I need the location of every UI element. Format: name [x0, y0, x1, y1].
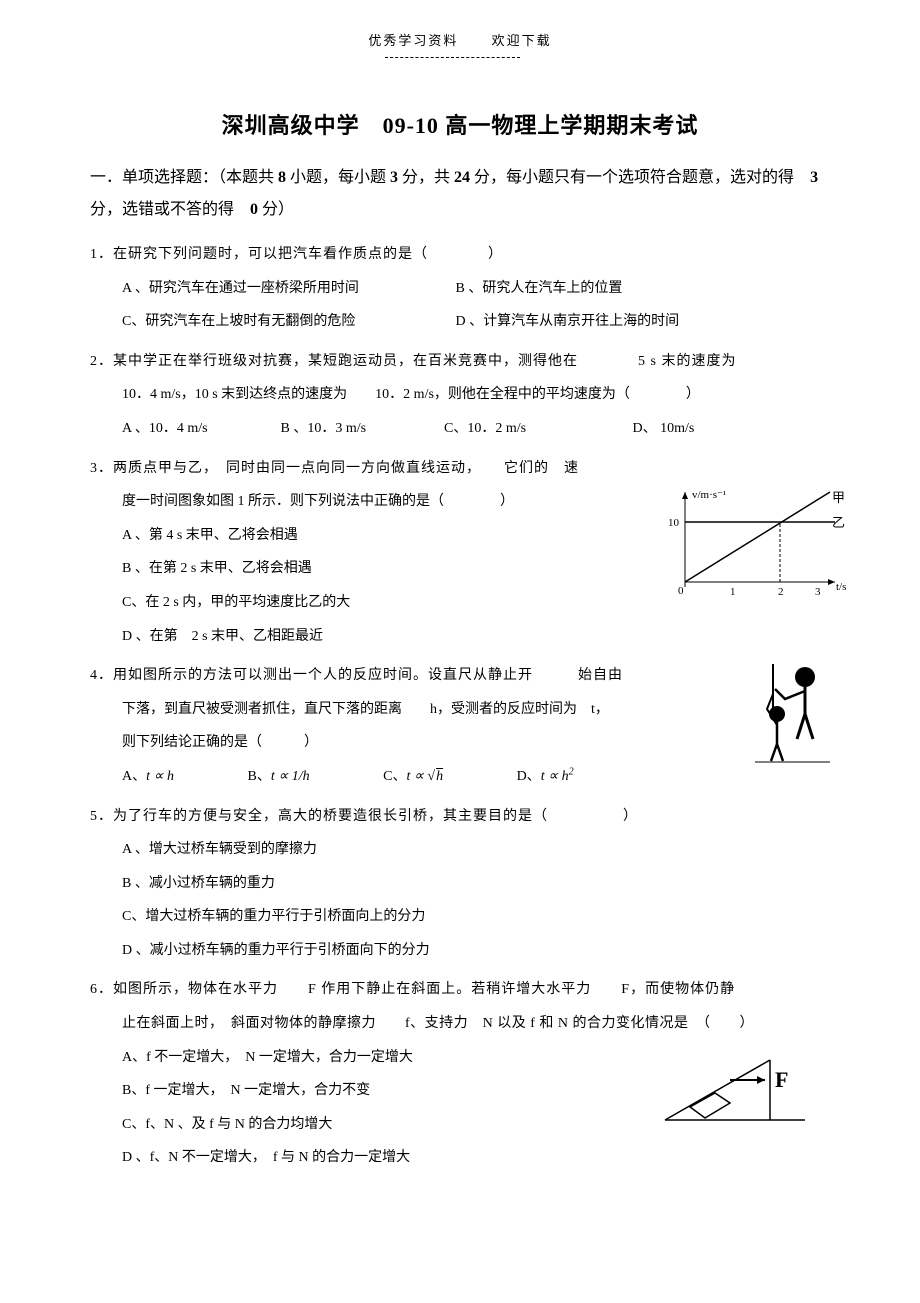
q2-opt-a: A 、10．4 m/s: [122, 412, 277, 446]
q2-opt-d: D、 10m/s: [633, 421, 695, 436]
q2-opt-b: B 、10．3 m/s: [281, 412, 441, 446]
q2-opt-c: C、10．2 m/s: [444, 412, 629, 446]
svg-text:0: 0: [678, 585, 684, 597]
page-header: 优秀学习资料 欢迎下载: [90, 30, 830, 49]
q1-opt-b: B 、研究人在汽车上的位置: [456, 272, 623, 306]
q5-opt-a: A 、增大过桥车辆受到的摩擦力: [90, 833, 830, 867]
q1-opt-c: C、研究汽车在上坡时有无翻倒的危险: [122, 305, 452, 339]
q4-opt-d: D、t ∝ h2: [517, 760, 574, 794]
question-2: 2．某中学正在举行班级对抗赛，某短跑运动员，在百米竞赛中，测得他在 5 s 末的…: [90, 345, 830, 446]
q2-stem1: 2．某中学正在举行班级对抗赛，某短跑运动员，在百米竞赛中，测得他在 5 s 末的…: [90, 345, 830, 379]
q4-opt-c: C、t ∝ √h: [383, 760, 443, 794]
q2-stem2: 10．4 m/s，10 s 末到达终点的速度为 10．2 m/s，则他在全程中的…: [90, 378, 830, 412]
svg-text:10: 10: [668, 517, 680, 529]
svg-text:v/m·s⁻¹: v/m·s⁻¹: [692, 489, 726, 501]
header-right: 欢迎下载: [492, 33, 552, 48]
q5-stem: 5．为了行车的方便与安全，高大的桥要造很长引桥，其主要目的是（ ）: [90, 800, 830, 834]
q5-opt-c: C、增大过桥车辆的重力平行于引桥面向上的分力: [90, 900, 830, 934]
section-1-head: 一．单项选择题：（本题共 8 小题，每小题 3 分，共 24 分，每小题只有一个…: [90, 162, 830, 226]
q1-stem: 1．在研究下列问题时，可以把汽车看作质点的是（ ）: [90, 238, 830, 272]
header-left: 优秀学习资料: [368, 33, 458, 48]
q6-stem2: 止在斜面上时， 斜面对物体的静摩擦力 f、支持力 N 以及 f 和 N 的合力变…: [90, 1007, 830, 1041]
q4-opt-b: B、t ∝ 1/h: [248, 760, 310, 794]
q6-opt-d: D 、f、N 不一定增大， f 与 N 的合力一定增大: [90, 1141, 830, 1175]
q6-stem1: 6．如图所示，物体在水平力 F 作用下静止在斜面上。若稍许增大水平力 F，而使物…: [90, 973, 830, 1007]
exam-title: 深圳高级中学 09-10 高一物理上学期期末考试: [90, 108, 830, 140]
q5-opt-b: B 、减小过桥车辆的重力: [90, 867, 830, 901]
header-underline: [385, 57, 520, 58]
q1-opt-a: A 、研究汽车在通过一座桥梁所用时间: [122, 272, 452, 306]
svg-text:1: 1: [730, 586, 736, 598]
q4-stem1: 4．用如图所示的方法可以测出一个人的反应时间。设直尺从静止开 始自由: [90, 659, 830, 693]
q4-reaction-figure: [755, 659, 830, 764]
q4-stem2: 下落，到直尺被受测者抓住，直尺下落的距离 h，受测者的反应时间为 t，: [90, 693, 830, 727]
q5-opt-d: D 、减小过桥车辆的重力平行于引桥面向下的分力: [90, 934, 830, 968]
q4-opt-a: A、t ∝ h: [122, 760, 174, 794]
q3-opt-d: D 、在第 2 s 末甲、乙相距最近: [90, 620, 830, 654]
svg-text:t/s: t/s: [836, 581, 846, 593]
question-4: 4．用如图所示的方法可以测出一个人的反应时间。设直尺从静止开 始自由 下落，到直…: [90, 659, 830, 793]
svg-text:2: 2: [778, 586, 784, 598]
question-6: 6．如图所示，物体在水平力 F 作用下静止在斜面上。若稍许增大水平力 F，而使物…: [90, 973, 830, 1175]
svg-text:F: F: [775, 1067, 788, 1092]
q4-stem3: 则下列结论正确的是（ ）: [90, 726, 830, 760]
q3-velocity-graph: v/m·s⁻¹ 10 0 1 2 3 t/s 甲 乙: [660, 482, 850, 602]
q1-opt-d: D 、计算汽车从南京开往上海的时间: [456, 305, 680, 339]
question-3: 3．两质点甲与乙， 同时由同一点向同一方向做直线运动， 它们的 速 度一时间图象…: [90, 452, 830, 654]
svg-text:乙: 乙: [832, 515, 845, 530]
q3-stem1: 3．两质点甲与乙， 同时由同一点向同一方向做直线运动， 它们的 速: [90, 452, 830, 486]
q6-incline-figure: F: [660, 1045, 810, 1125]
svg-text:3: 3: [815, 586, 821, 598]
svg-text:甲: 甲: [832, 490, 845, 505]
question-1: 1．在研究下列问题时，可以把汽车看作质点的是（ ） A 、研究汽车在通过一座桥梁…: [90, 238, 830, 339]
question-5: 5．为了行车的方便与安全，高大的桥要造很长引桥，其主要目的是（ ） A 、增大过…: [90, 800, 830, 968]
